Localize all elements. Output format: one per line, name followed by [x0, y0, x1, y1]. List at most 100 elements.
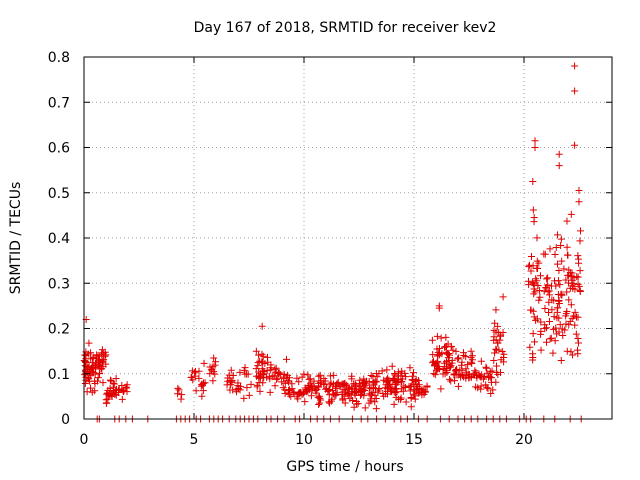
data-point [573, 273, 581, 281]
data-point [315, 400, 323, 408]
data-point [264, 353, 272, 361]
data-point [303, 387, 311, 395]
data-point [354, 400, 362, 408]
data-point [115, 386, 123, 394]
data-point [546, 335, 554, 343]
data-point [555, 314, 563, 322]
data-point [391, 371, 399, 379]
data-point [553, 304, 561, 312]
data-point [267, 364, 275, 372]
data-point [429, 351, 437, 359]
data-point [351, 383, 359, 391]
data-point [423, 383, 431, 391]
data-point [401, 383, 409, 391]
data-point [531, 338, 539, 346]
data-point [493, 362, 501, 370]
data-point [106, 376, 114, 384]
data-point [93, 351, 101, 359]
data-point [314, 383, 322, 391]
data-point [558, 291, 566, 299]
data-points [80, 62, 585, 423]
data-point [99, 357, 107, 365]
data-point [252, 347, 260, 355]
data-point [293, 374, 301, 382]
data-point [529, 350, 537, 358]
data-point [564, 279, 572, 287]
data-point [563, 217, 571, 225]
data-point [431, 371, 439, 379]
data-point [476, 372, 484, 380]
data-point [89, 354, 97, 362]
data-point [201, 379, 209, 387]
axis-ticks [83, 56, 612, 420]
data-point [430, 357, 438, 365]
data-point [84, 374, 92, 382]
data-point [568, 276, 576, 284]
data-point [560, 265, 568, 273]
data-point [543, 275, 551, 283]
data-point [259, 367, 267, 375]
data-point [271, 382, 279, 390]
data-point [307, 382, 315, 390]
data-point [448, 356, 456, 364]
data-point [97, 365, 105, 373]
data-point [462, 368, 470, 376]
data-point [455, 354, 463, 362]
data-point [394, 378, 402, 386]
data-point [487, 390, 495, 398]
data-point [431, 361, 439, 369]
data-point [206, 370, 214, 378]
data-point [290, 389, 298, 397]
data-point [489, 386, 497, 394]
grid-lines [84, 57, 612, 419]
data-point [390, 375, 398, 383]
data-point [388, 383, 396, 391]
data-point [563, 288, 571, 296]
data-point [282, 355, 290, 363]
data-point [485, 373, 493, 381]
y-tick-label: 0.4 [48, 231, 70, 247]
data-point [477, 382, 485, 390]
data-point [488, 367, 496, 375]
data-point [567, 210, 575, 218]
data-point [247, 380, 255, 388]
x-tick-label: 15 [405, 432, 423, 448]
data-point [398, 367, 406, 375]
data-point [357, 385, 365, 393]
data-point [546, 245, 554, 253]
data-point [467, 354, 475, 362]
y-tick-label: 0.3 [48, 276, 70, 292]
data-point [574, 273, 582, 281]
data-point [574, 339, 582, 347]
data-point [301, 398, 309, 406]
data-point [454, 355, 462, 363]
data-point [307, 392, 315, 400]
data-point [304, 371, 312, 379]
data-point [571, 321, 579, 329]
data-point [571, 62, 579, 70]
data-point [549, 349, 557, 357]
y-tick-label: 0.7 [48, 95, 70, 111]
data-point [467, 347, 475, 355]
y-tick-label: 0.1 [48, 367, 70, 383]
data-point [569, 351, 577, 359]
data-point [548, 306, 556, 314]
data-point [293, 393, 301, 401]
data-point [413, 385, 421, 393]
data-point [449, 346, 457, 354]
data-point [555, 150, 563, 158]
data-point [561, 326, 569, 334]
data-point [324, 387, 332, 395]
data-point [287, 392, 295, 400]
data-point [571, 141, 579, 149]
data-point [102, 396, 110, 404]
data-point [434, 349, 442, 357]
data-point [339, 380, 347, 388]
data-point [296, 388, 304, 396]
data-point [570, 280, 578, 288]
data-point [259, 352, 267, 360]
data-point [99, 379, 107, 387]
data-point [535, 259, 543, 267]
data-point [200, 359, 208, 367]
data-point [551, 250, 559, 258]
